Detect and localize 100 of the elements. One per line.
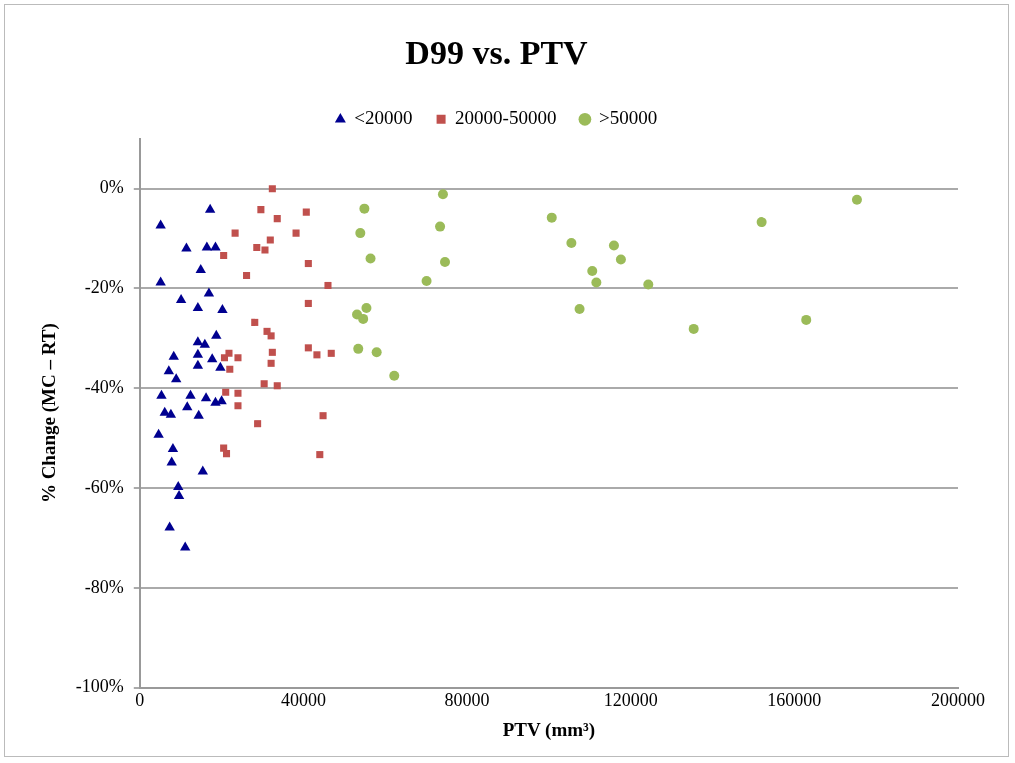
point	[688, 323, 699, 334]
point	[591, 277, 602, 288]
point	[226, 365, 234, 373]
point	[222, 450, 231, 458]
point	[304, 344, 312, 352]
point	[163, 365, 175, 375]
point	[243, 271, 251, 280]
point	[316, 451, 324, 459]
point	[546, 212, 557, 223]
point	[210, 241, 221, 251]
point	[220, 252, 228, 260]
point	[566, 238, 577, 249]
point	[204, 203, 216, 213]
point	[801, 314, 812, 325]
x-tick-label: 160000	[767, 690, 822, 711]
point	[211, 329, 222, 339]
point	[268, 348, 276, 356]
point	[260, 380, 268, 388]
point	[574, 303, 585, 314]
point	[389, 370, 400, 381]
y-tick-label: -80%	[84, 576, 124, 597]
point	[156, 389, 167, 399]
point	[273, 382, 281, 390]
point	[173, 490, 185, 500]
point	[155, 219, 166, 229]
point	[185, 389, 196, 399]
point	[608, 240, 619, 251]
point	[587, 266, 598, 277]
point	[257, 206, 265, 214]
point	[324, 281, 332, 290]
point	[192, 359, 204, 369]
point	[200, 392, 212, 402]
point	[166, 456, 177, 466]
y-tick-label: 0%	[99, 177, 124, 198]
point	[615, 254, 626, 265]
point	[195, 264, 206, 274]
point	[222, 388, 230, 396]
point	[251, 318, 259, 326]
point	[173, 481, 184, 491]
y-tick-label: -40%	[84, 376, 124, 397]
point	[234, 402, 242, 410]
point	[421, 275, 432, 286]
point	[319, 412, 327, 420]
point	[192, 301, 204, 311]
point	[643, 279, 654, 290]
point	[165, 408, 177, 418]
point	[199, 338, 211, 348]
legend-label: >50000	[598, 107, 658, 129]
chart-title: D99 vs. PTV	[405, 34, 589, 72]
point	[253, 244, 261, 252]
x-tick-label: 200000	[931, 690, 985, 711]
point	[175, 293, 187, 303]
point	[851, 194, 862, 205]
point	[267, 359, 275, 367]
point	[193, 409, 204, 419]
point	[261, 246, 269, 254]
point	[231, 229, 239, 237]
point	[159, 406, 170, 416]
point	[254, 420, 262, 428]
point	[182, 401, 193, 411]
point	[435, 221, 446, 232]
point	[197, 465, 208, 475]
x-tick-label: 0	[135, 690, 145, 711]
point	[210, 396, 221, 406]
point	[359, 203, 370, 214]
point	[266, 236, 274, 244]
point	[234, 389, 242, 397]
point	[201, 241, 213, 251]
point	[302, 208, 310, 216]
x-tick-label: 120000	[603, 690, 658, 711]
point	[327, 349, 335, 357]
legend-label: 20000-50000	[455, 107, 557, 129]
point	[313, 351, 321, 359]
point	[168, 350, 179, 360]
point	[365, 253, 376, 264]
point	[304, 299, 312, 307]
point	[439, 257, 450, 268]
x-tick-label: 40000	[280, 690, 326, 711]
y-tick-label: -60%	[84, 476, 124, 497]
point	[203, 287, 215, 297]
point	[371, 347, 382, 358]
y-tick-label: -20%	[84, 277, 124, 298]
point	[220, 354, 229, 362]
x-tick-label: 80000	[444, 690, 490, 711]
point	[304, 259, 312, 268]
point	[234, 354, 242, 362]
point	[192, 348, 204, 358]
point	[207, 353, 218, 363]
point	[292, 229, 300, 237]
x-axis-title: PTV (mm³)	[502, 718, 596, 741]
point	[167, 443, 179, 453]
point	[268, 185, 276, 193]
point	[181, 242, 192, 252]
point	[358, 313, 369, 324]
point	[437, 189, 448, 200]
point	[273, 215, 281, 223]
point	[267, 332, 275, 340]
point	[361, 302, 372, 313]
legend-label: <20000	[354, 107, 413, 129]
point	[215, 361, 226, 371]
